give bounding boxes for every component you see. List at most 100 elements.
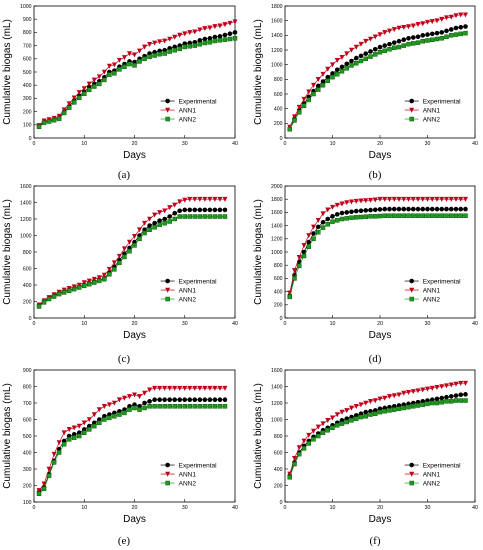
y-tick-label: 600 <box>274 450 283 456</box>
data-point-ann2 <box>127 61 132 67</box>
data-point-ann2 <box>449 213 454 218</box>
data-point-ann2 <box>306 441 311 446</box>
data-point-experimental <box>353 208 359 214</box>
data-point-ann1 <box>396 25 402 31</box>
data-point-ann1 <box>315 218 321 223</box>
legend-label-experimental: Experimental <box>179 462 217 469</box>
data-point-ann2 <box>222 404 228 409</box>
data-point-ann1 <box>232 19 238 25</box>
data-point-ann2 <box>61 110 67 116</box>
data-point-ann2 <box>132 63 137 68</box>
data-point-ann1 <box>415 388 421 394</box>
data-point-ann2 <box>147 404 152 409</box>
y-tick-label: 600 <box>274 276 283 282</box>
data-point-experimental <box>217 34 223 39</box>
legend-marker-ann2 <box>165 480 170 486</box>
data-point-experimental <box>182 397 188 403</box>
x-tick-label: 10 <box>330 321 336 327</box>
x-tick-label: 10 <box>330 141 336 147</box>
data-point-ann2 <box>97 278 102 284</box>
data-point-ann2 <box>444 213 449 218</box>
data-point-ann1 <box>396 392 402 398</box>
data-point-ann2 <box>287 475 292 480</box>
legend-marker-ann2 <box>409 116 414 122</box>
x-axis-title: Days <box>123 514 146 525</box>
data-point-ann2 <box>232 36 238 41</box>
x-tick-label: 30 <box>182 505 188 511</box>
x-tick-label: 0 <box>33 321 36 327</box>
data-point-ann2 <box>444 34 449 40</box>
data-point-ann2 <box>202 404 208 409</box>
data-point-ann2 <box>382 409 387 414</box>
data-point-ann1 <box>353 44 359 50</box>
legend-marker-experimental <box>409 278 415 284</box>
data-point-ann1 <box>86 278 92 284</box>
data-point-ann2 <box>401 213 406 218</box>
data-point-ann2 <box>197 404 203 409</box>
data-point-experimental <box>444 394 449 400</box>
legend-label-experimental: Experimental <box>423 278 461 285</box>
data-point-ann2 <box>344 66 349 71</box>
data-point-experimental <box>311 231 316 236</box>
x-tick-label: 40 <box>472 321 478 327</box>
data-point-ann1 <box>177 385 183 391</box>
data-point-ann2 <box>82 91 87 97</box>
data-point-ann2 <box>292 118 297 123</box>
data-point-ann2 <box>330 74 335 80</box>
data-point-experimental <box>177 208 183 214</box>
data-point-ann1 <box>453 13 459 19</box>
data-point-experimental <box>152 397 157 403</box>
x-tick-label: 10 <box>81 505 87 511</box>
data-point-ann2 <box>162 404 167 409</box>
data-point-ann2 <box>76 285 82 290</box>
data-point-ann2 <box>51 460 57 465</box>
data-point-ann2 <box>301 253 307 259</box>
data-point-experimental <box>157 397 162 403</box>
data-point-ann2 <box>358 414 364 420</box>
data-point-ann1 <box>363 198 369 204</box>
data-point-experimental <box>192 397 198 403</box>
x-tick-label: 0 <box>284 321 287 327</box>
data-point-ann1 <box>71 95 77 101</box>
data-point-ann1 <box>410 389 416 395</box>
data-point-ann2 <box>463 398 468 403</box>
data-point-ann1 <box>458 196 464 202</box>
data-point-experimental <box>453 206 459 212</box>
y-tick-label: 800 <box>274 77 283 83</box>
data-point-ann2 <box>420 402 425 407</box>
data-point-ann2 <box>202 40 208 46</box>
data-point-experimental <box>353 55 359 61</box>
data-point-experimental <box>315 224 321 230</box>
data-point-ann1 <box>320 211 326 217</box>
data-point-ann1 <box>344 51 350 57</box>
series-line-experimental <box>38 399 225 493</box>
data-point-ann1 <box>81 280 87 286</box>
data-point-ann1 <box>207 25 213 31</box>
data-point-ann2 <box>306 244 311 249</box>
y-tick-label: 1200 <box>20 217 32 223</box>
data-point-ann2 <box>167 219 172 224</box>
legend-label-experimental: Experimental <box>423 98 461 105</box>
data-point-experimental <box>202 397 208 403</box>
data-point-ann1 <box>458 380 464 386</box>
x-tick-label: 30 <box>425 321 431 327</box>
data-point-ann1 <box>172 202 178 208</box>
data-point-ann1 <box>152 40 158 46</box>
legend-marker-ann1 <box>409 107 415 113</box>
x-tick-label: 20 <box>132 321 138 327</box>
data-point-ann2 <box>358 58 364 64</box>
data-point-ann2 <box>453 213 459 218</box>
data-point-ann1 <box>458 12 464 18</box>
data-point-ann2 <box>112 71 117 76</box>
data-point-ann1 <box>81 86 87 92</box>
data-point-experimental <box>147 399 152 404</box>
data-point-ann1 <box>296 254 302 260</box>
series-line-ann2 <box>38 405 225 494</box>
data-point-ann1 <box>372 398 378 404</box>
data-point-ann2 <box>82 283 87 289</box>
data-point-ann2 <box>354 60 359 66</box>
data-point-ann2 <box>157 222 162 228</box>
data-point-ann2 <box>207 40 213 45</box>
data-point-ann2 <box>127 407 132 412</box>
y-tick-label: 1600 <box>271 210 283 216</box>
